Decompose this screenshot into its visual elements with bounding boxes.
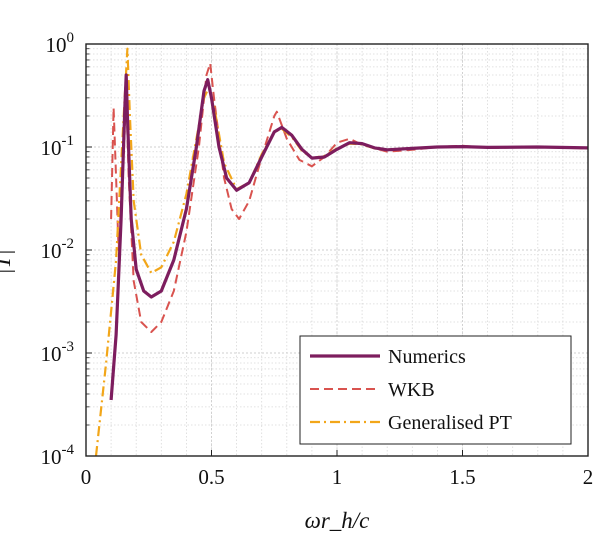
legend-label: Generalised PT: [388, 412, 512, 434]
series-line-numerics: [109, 73, 589, 401]
legend-label: Numerics: [388, 346, 466, 368]
x-tick-label: 0.5: [198, 465, 224, 489]
y-axis-label: |T|: [0, 249, 15, 274]
y-tick-label: 10-4: [41, 442, 75, 469]
y-ticks: 100 10-1 10-2 10-3 10-4: [41, 30, 92, 469]
y-tick-label: 10-2: [41, 236, 75, 263]
x-ticks: 0 0.5 1 1.5 2: [81, 450, 594, 489]
x-tick-label: 2: [583, 465, 594, 489]
x-tick-label: 0: [81, 465, 92, 489]
legend: Numerics WKB Generalised PT: [299, 335, 572, 445]
y-tick-label: 100: [46, 30, 75, 57]
legend-label: WKB: [388, 379, 435, 401]
x-tick-label: 1: [332, 465, 343, 489]
x-tick-label: 1.5: [449, 465, 475, 489]
y-tick-label: 10-3: [41, 339, 75, 366]
series-layer: [94, 47, 589, 457]
x-axis-label: ωr_h/c: [305, 508, 370, 533]
y-tick-label: 10-1: [41, 133, 75, 160]
series-line-wkb: [110, 62, 589, 333]
